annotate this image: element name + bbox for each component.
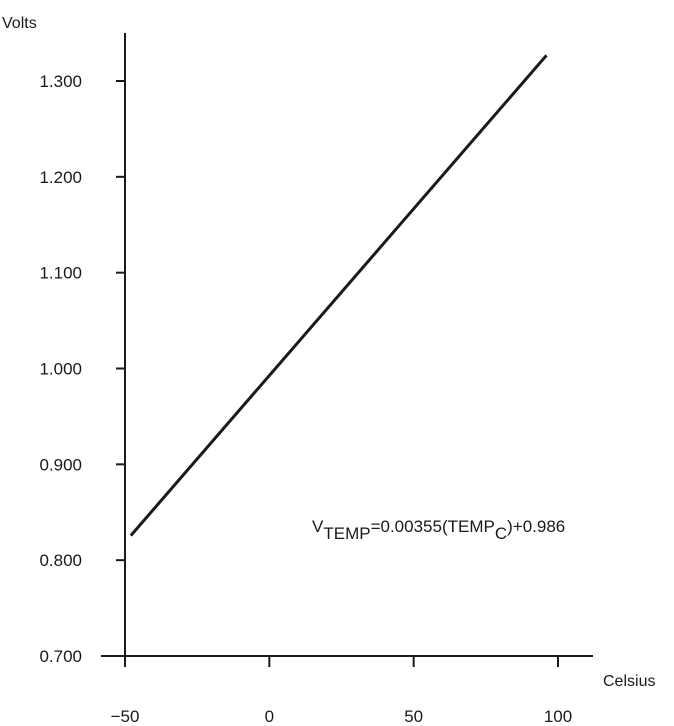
x-tick-label: −50 (111, 707, 140, 726)
equation-annotation: VTEMP=0.00355(TEMPC)+0.986 (312, 517, 565, 543)
y-axis-title: Volts (2, 15, 37, 32)
x-tick-label: 100 (544, 707, 572, 726)
equation-prefix: V (312, 517, 324, 536)
ticks: 0.700 0.800 0.900 1.000 1.100 1.200 1.300 −50 0 5… (39, 72, 572, 726)
equation-subscript-c: C (495, 524, 507, 543)
series-line (129, 54, 548, 537)
y-tick-label: 0.800 (39, 551, 82, 570)
equation-subscript-temp: TEMP (323, 524, 370, 543)
y-tick-label: 0.900 (39, 455, 82, 474)
y-tick-label: 1.300 (39, 72, 82, 91)
x-tick-label: 50 (404, 707, 423, 726)
y-tick-label: 0.700 (39, 647, 82, 666)
equation-suffix: )+0.986 (507, 517, 565, 536)
y-tick-label: 1.000 (39, 360, 82, 379)
equation-middle: =0.00355(TEMP (371, 517, 495, 536)
axes (101, 33, 593, 657)
x-tick-label: 0 (265, 707, 274, 726)
y-tick-label: 1.200 (39, 168, 82, 187)
y-tick-label: 1.100 (39, 264, 82, 283)
series (129, 54, 548, 537)
x-axis-title: Celsius (603, 673, 655, 690)
